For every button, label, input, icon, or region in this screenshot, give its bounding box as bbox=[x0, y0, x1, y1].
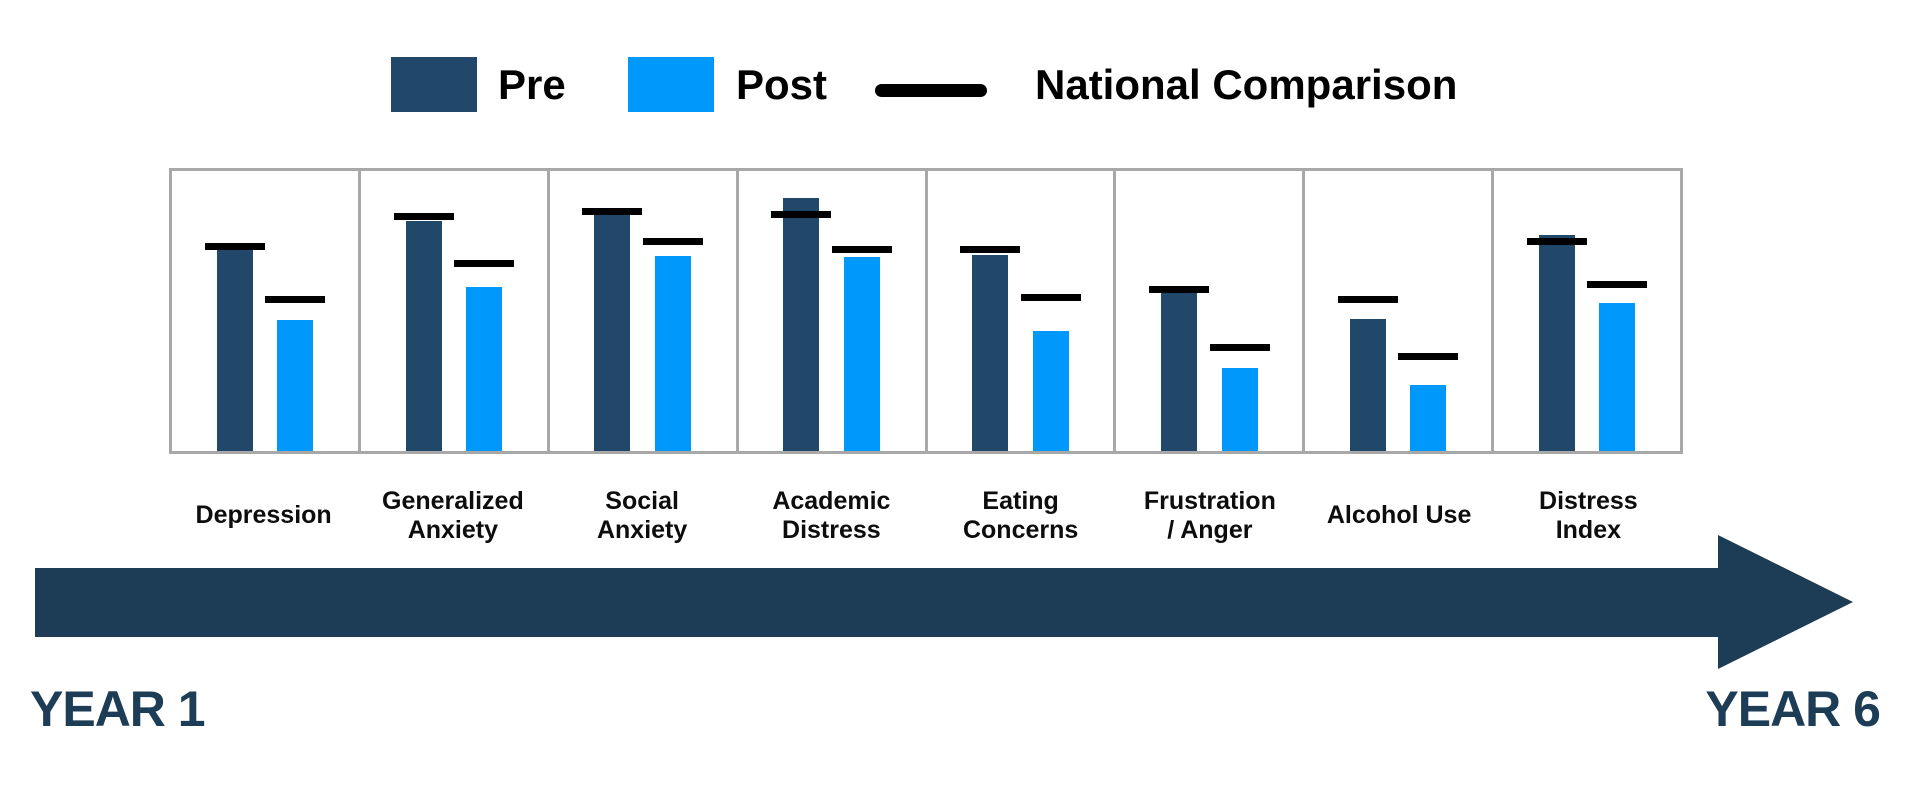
post-bar bbox=[1599, 303, 1636, 451]
post-legend-swatch bbox=[628, 57, 714, 112]
category-label-frustration-anger: Frustration / Anger bbox=[1143, 486, 1276, 545]
post-national-comparison-line bbox=[1020, 293, 1081, 301]
pre-bar bbox=[1349, 318, 1386, 451]
chart-panel-frustration-anger bbox=[1116, 171, 1306, 451]
pre-national-comparison-line bbox=[1526, 238, 1587, 246]
timeline-end-label: YEAR 6 bbox=[1705, 681, 1881, 737]
post-national-comparison-line bbox=[642, 238, 703, 246]
category-label-academic-distress: Academic Distress bbox=[772, 486, 891, 545]
pre-national-comparison-line bbox=[204, 242, 265, 250]
category-labels: Depression Generalized Anxiety Social Anxi… bbox=[169, 478, 1683, 554]
post-national-comparison-line bbox=[1587, 281, 1648, 289]
timeline-start-label: YEAR 1 bbox=[30, 681, 206, 737]
post-bar bbox=[466, 286, 503, 451]
post-national-comparison-line bbox=[831, 245, 892, 253]
chart-panel-distress-index bbox=[1494, 171, 1680, 451]
pre-national-comparison-line bbox=[582, 207, 643, 215]
pre-national-comparison-line bbox=[1149, 285, 1209, 293]
chart-panel-depression bbox=[172, 171, 361, 451]
post-national-comparison-line bbox=[454, 259, 515, 267]
post-national-comparison-line bbox=[265, 295, 326, 303]
pre-bar bbox=[1538, 234, 1575, 451]
chart-panel-academic-distress bbox=[739, 171, 928, 451]
pre-bar bbox=[783, 198, 820, 451]
category-label-alcohol-use: Alcohol Use bbox=[1326, 501, 1472, 530]
pre-bar bbox=[594, 214, 631, 451]
chart-panel-alcohol-use bbox=[1305, 171, 1495, 451]
post-bar bbox=[843, 257, 880, 451]
national-comparison-line-icon bbox=[875, 84, 987, 97]
pre-bar bbox=[1161, 293, 1197, 451]
post-bar bbox=[1410, 385, 1447, 451]
pre-legend-swatch bbox=[391, 57, 477, 112]
chart-panels bbox=[169, 168, 1683, 454]
post-legend-label: Post bbox=[736, 60, 828, 108]
timeline-arrow-head-icon bbox=[1718, 535, 1853, 669]
national-comparison-legend-label: National Comparison bbox=[1035, 60, 1458, 108]
pre-national-comparison-line bbox=[1337, 295, 1398, 303]
pre-bar bbox=[972, 255, 1009, 451]
category-label-distress-index: Distress Index bbox=[1539, 486, 1638, 545]
pre-bar bbox=[405, 220, 442, 451]
timeline-arrow-shaft bbox=[35, 568, 1718, 637]
post-national-comparison-line bbox=[1398, 352, 1459, 360]
post-national-comparison-line bbox=[1209, 343, 1270, 351]
post-bar bbox=[1032, 330, 1069, 451]
pre-national-comparison-line bbox=[393, 213, 454, 221]
post-bar bbox=[1221, 367, 1258, 451]
pre-bar bbox=[216, 250, 253, 451]
pre-national-comparison-line bbox=[960, 245, 1021, 253]
category-label-eating-concerns: Eating Concerns bbox=[962, 486, 1079, 545]
chart-panel-eating-concerns bbox=[928, 171, 1117, 451]
category-label-depression: Depression bbox=[195, 501, 332, 530]
pre-legend-label: Pre bbox=[498, 60, 566, 108]
category-label-generalized-anxiety: Generalized Anxiety bbox=[382, 486, 524, 545]
post-bar bbox=[654, 256, 691, 451]
chart-panel-generalized-anxiety bbox=[361, 171, 550, 451]
chart-panel-social-anxiety bbox=[550, 171, 739, 451]
category-label-social-anxiety: Social Anxiety bbox=[596, 486, 688, 545]
post-bar bbox=[277, 319, 314, 451]
pre-national-comparison-line bbox=[771, 210, 832, 218]
